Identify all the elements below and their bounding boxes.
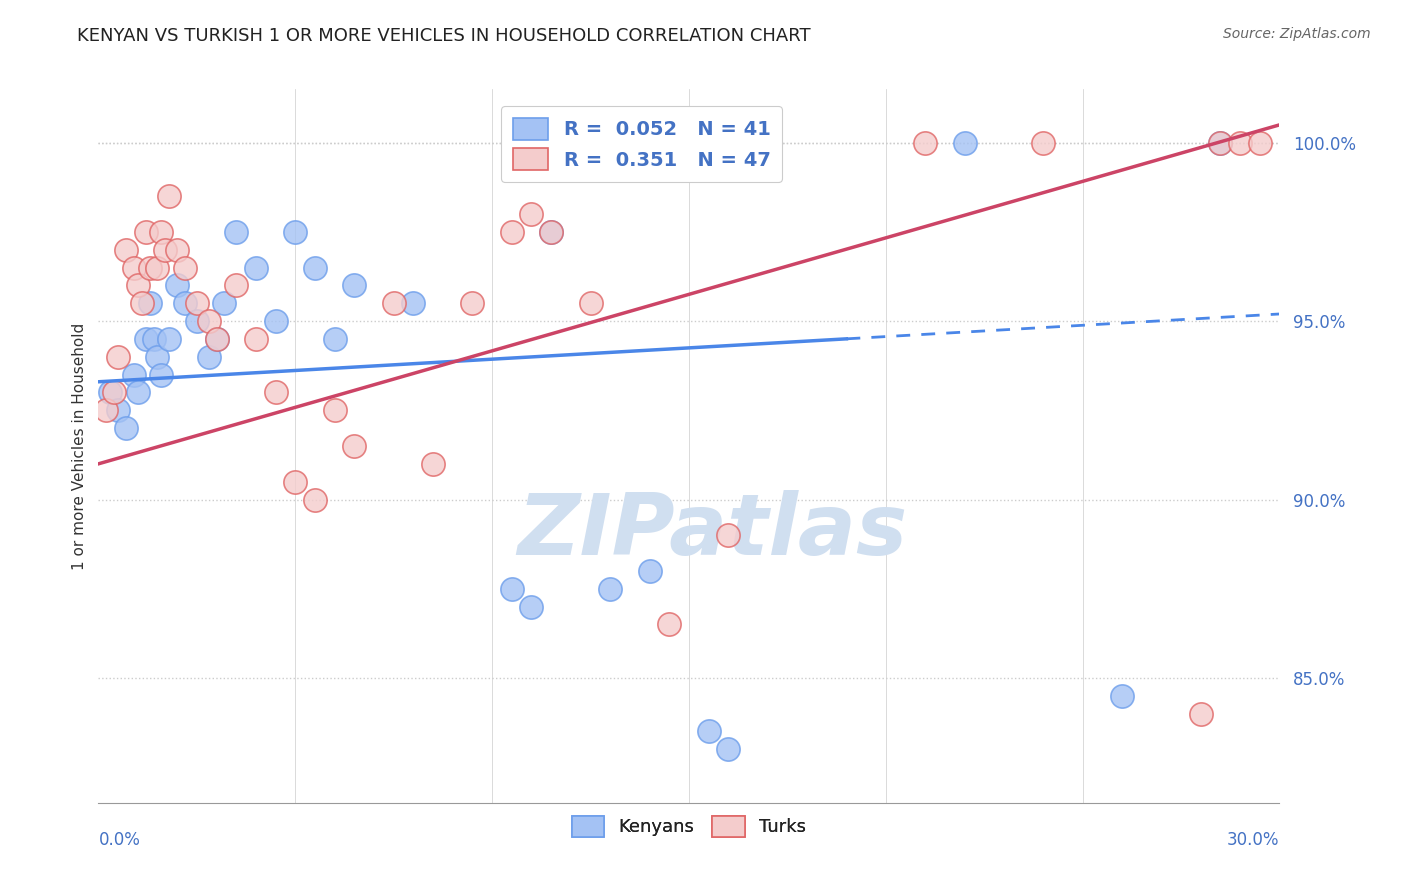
Point	[501, 225, 523, 239]
Point	[1229, 136, 1251, 150]
Point	[304, 492, 326, 507]
Y-axis label: 1 or more Vehicles in Household: 1 or more Vehicles in Household	[72, 322, 87, 570]
Point	[186, 296, 208, 310]
Point	[343, 439, 366, 453]
Text: KENYAN VS TURKISH 1 OR MORE VEHICLES IN HOUSEHOLD CORRELATION CHART: KENYAN VS TURKISH 1 OR MORE VEHICLES IN …	[77, 27, 811, 45]
Text: 0.0%: 0.0%	[98, 831, 141, 849]
Point	[717, 528, 740, 542]
Point	[146, 260, 169, 275]
Point	[658, 617, 681, 632]
Point	[122, 260, 145, 275]
Point	[186, 314, 208, 328]
Point	[138, 296, 160, 310]
Point	[323, 403, 346, 417]
Point	[150, 368, 173, 382]
Point	[98, 385, 121, 400]
Point	[540, 225, 562, 239]
Point	[402, 296, 425, 310]
Point	[284, 225, 307, 239]
Point	[166, 243, 188, 257]
Point	[953, 136, 976, 150]
Point	[1209, 136, 1232, 150]
Point	[197, 350, 219, 364]
Point	[501, 582, 523, 596]
Point	[461, 296, 484, 310]
Legend: Kenyans, Turks: Kenyans, Turks	[564, 808, 814, 844]
Point	[1209, 136, 1232, 150]
Point	[115, 243, 138, 257]
Point	[1032, 136, 1054, 150]
Point	[127, 385, 149, 400]
Point	[520, 207, 543, 221]
Point	[122, 368, 145, 382]
Point	[1111, 689, 1133, 703]
Point	[323, 332, 346, 346]
Text: 30.0%: 30.0%	[1227, 831, 1279, 849]
Point	[245, 260, 267, 275]
Point	[520, 599, 543, 614]
Point	[697, 724, 720, 739]
Point	[540, 225, 562, 239]
Point	[264, 385, 287, 400]
Point	[422, 457, 444, 471]
Point	[146, 350, 169, 364]
Point	[174, 296, 197, 310]
Point	[284, 475, 307, 489]
Point	[138, 260, 160, 275]
Point	[205, 332, 228, 346]
Point	[131, 296, 153, 310]
Point	[225, 225, 247, 239]
Point	[225, 278, 247, 293]
Point	[914, 136, 936, 150]
Point	[157, 189, 180, 203]
Text: Source: ZipAtlas.com: Source: ZipAtlas.com	[1223, 27, 1371, 41]
Point	[135, 332, 157, 346]
Point	[135, 225, 157, 239]
Point	[150, 225, 173, 239]
Point	[107, 350, 129, 364]
Point	[382, 296, 405, 310]
Point	[717, 742, 740, 756]
Point	[756, 136, 779, 150]
Point	[197, 314, 219, 328]
Point	[599, 582, 621, 596]
Point	[264, 314, 287, 328]
Point	[157, 332, 180, 346]
Point	[579, 296, 602, 310]
Point	[142, 332, 165, 346]
Point	[205, 332, 228, 346]
Point	[174, 260, 197, 275]
Point	[304, 260, 326, 275]
Point	[214, 296, 236, 310]
Point	[245, 332, 267, 346]
Point	[1249, 136, 1271, 150]
Point	[638, 564, 661, 578]
Point	[107, 403, 129, 417]
Point	[155, 243, 177, 257]
Point	[1189, 706, 1212, 721]
Point	[103, 385, 125, 400]
Point	[166, 278, 188, 293]
Point	[96, 403, 118, 417]
Point	[115, 421, 138, 435]
Point	[127, 278, 149, 293]
Point	[343, 278, 366, 293]
Text: ZIPatlas: ZIPatlas	[517, 490, 908, 574]
